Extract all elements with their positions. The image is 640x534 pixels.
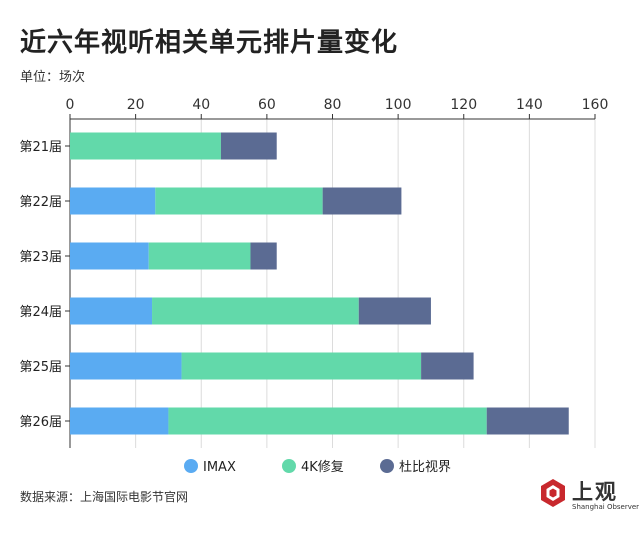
bar-segment xyxy=(168,407,487,435)
bar-segment xyxy=(70,407,169,435)
x-tick-label: 40 xyxy=(192,97,210,113)
legend-label: IMAX xyxy=(203,460,236,475)
bar-segment xyxy=(152,297,359,325)
logo-hexagon-icon xyxy=(541,479,565,507)
bar-segment xyxy=(421,352,474,380)
x-tick-label: 120 xyxy=(450,97,477,113)
legend-marker xyxy=(380,459,394,473)
x-tick-label: 0 xyxy=(66,97,75,113)
legend-label: 4K修复 xyxy=(301,460,344,475)
bar-segment xyxy=(70,132,221,160)
bar-segment xyxy=(70,187,156,215)
x-tick-label: 60 xyxy=(258,97,276,113)
bar-segment xyxy=(155,187,323,215)
legend-label: 杜比视界 xyxy=(399,460,451,475)
bar-segment xyxy=(322,187,402,215)
category-label: 第24届 xyxy=(19,305,62,320)
category-label: 第26届 xyxy=(19,415,62,430)
legend-marker xyxy=(184,459,198,473)
category-label: 第23届 xyxy=(19,250,62,265)
bar-segment xyxy=(70,297,153,325)
stacked-bar-chart: 0 20 40 60 80 100 120 140 160 第21届第22届第23届第24届第25… xyxy=(19,97,609,475)
x-tick-label: 80 xyxy=(324,97,342,113)
category-label: 第22届 xyxy=(19,195,62,210)
bar-segment xyxy=(358,297,431,325)
category-label: 第21届 xyxy=(19,140,62,155)
shanghai-observer-logo: 上观 Shanghai Observer xyxy=(538,476,639,516)
bar-segment xyxy=(250,242,277,270)
bar-segment xyxy=(220,132,277,160)
chart-title: 近六年视听相关单元排片量变化 xyxy=(20,28,399,58)
logo-subtext: Shanghai Observer xyxy=(572,503,640,511)
unit-label: 单位：场次 xyxy=(20,70,86,85)
x-tick-label: 100 xyxy=(385,97,412,113)
bar-segment xyxy=(181,352,422,380)
bar-segment xyxy=(148,242,251,270)
legend-marker xyxy=(282,459,296,473)
data-source: 数据来源：上海国际电影节官网 xyxy=(20,490,189,504)
x-tick-label: 140 xyxy=(516,97,543,113)
x-tick-label: 160 xyxy=(582,97,609,113)
logo-text: 上观 xyxy=(572,479,618,504)
x-tick-label: 20 xyxy=(127,97,145,113)
bar-segment xyxy=(70,352,182,380)
category-label: 第25届 xyxy=(19,360,62,375)
bar-segment xyxy=(486,407,569,435)
bar-segment xyxy=(70,242,149,270)
